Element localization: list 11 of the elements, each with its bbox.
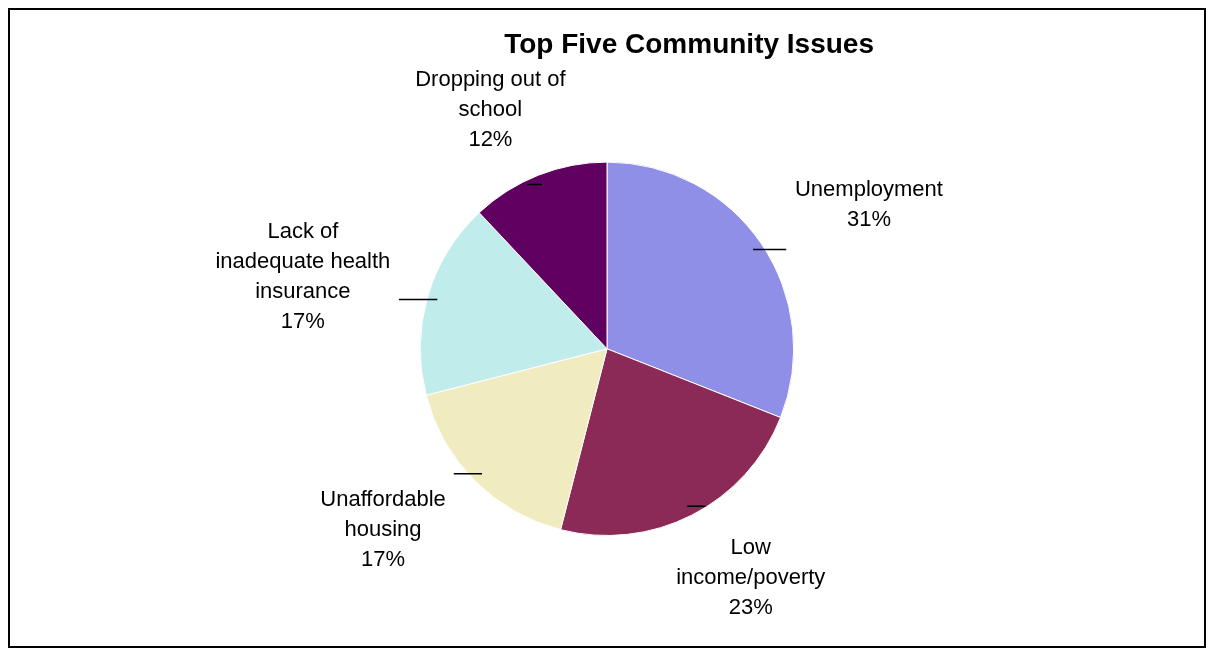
- slice-label: Unaffordable housing: [320, 486, 446, 542]
- slice-label: Low income/poverty: [676, 533, 826, 589]
- data-label: 31%: [846, 205, 891, 231]
- chart-title: Top Five Community Issues: [504, 27, 874, 59]
- slice-label: Lack of inadequate health insurance: [215, 218, 391, 304]
- data-label: 17%: [361, 546, 406, 572]
- data-label: 12%: [468, 126, 513, 152]
- data-label: 23%: [728, 593, 773, 619]
- slice-label: Dropping out of school: [415, 66, 567, 122]
- slice-label: Unemployment: [794, 175, 943, 201]
- data-label: 17%: [280, 308, 325, 334]
